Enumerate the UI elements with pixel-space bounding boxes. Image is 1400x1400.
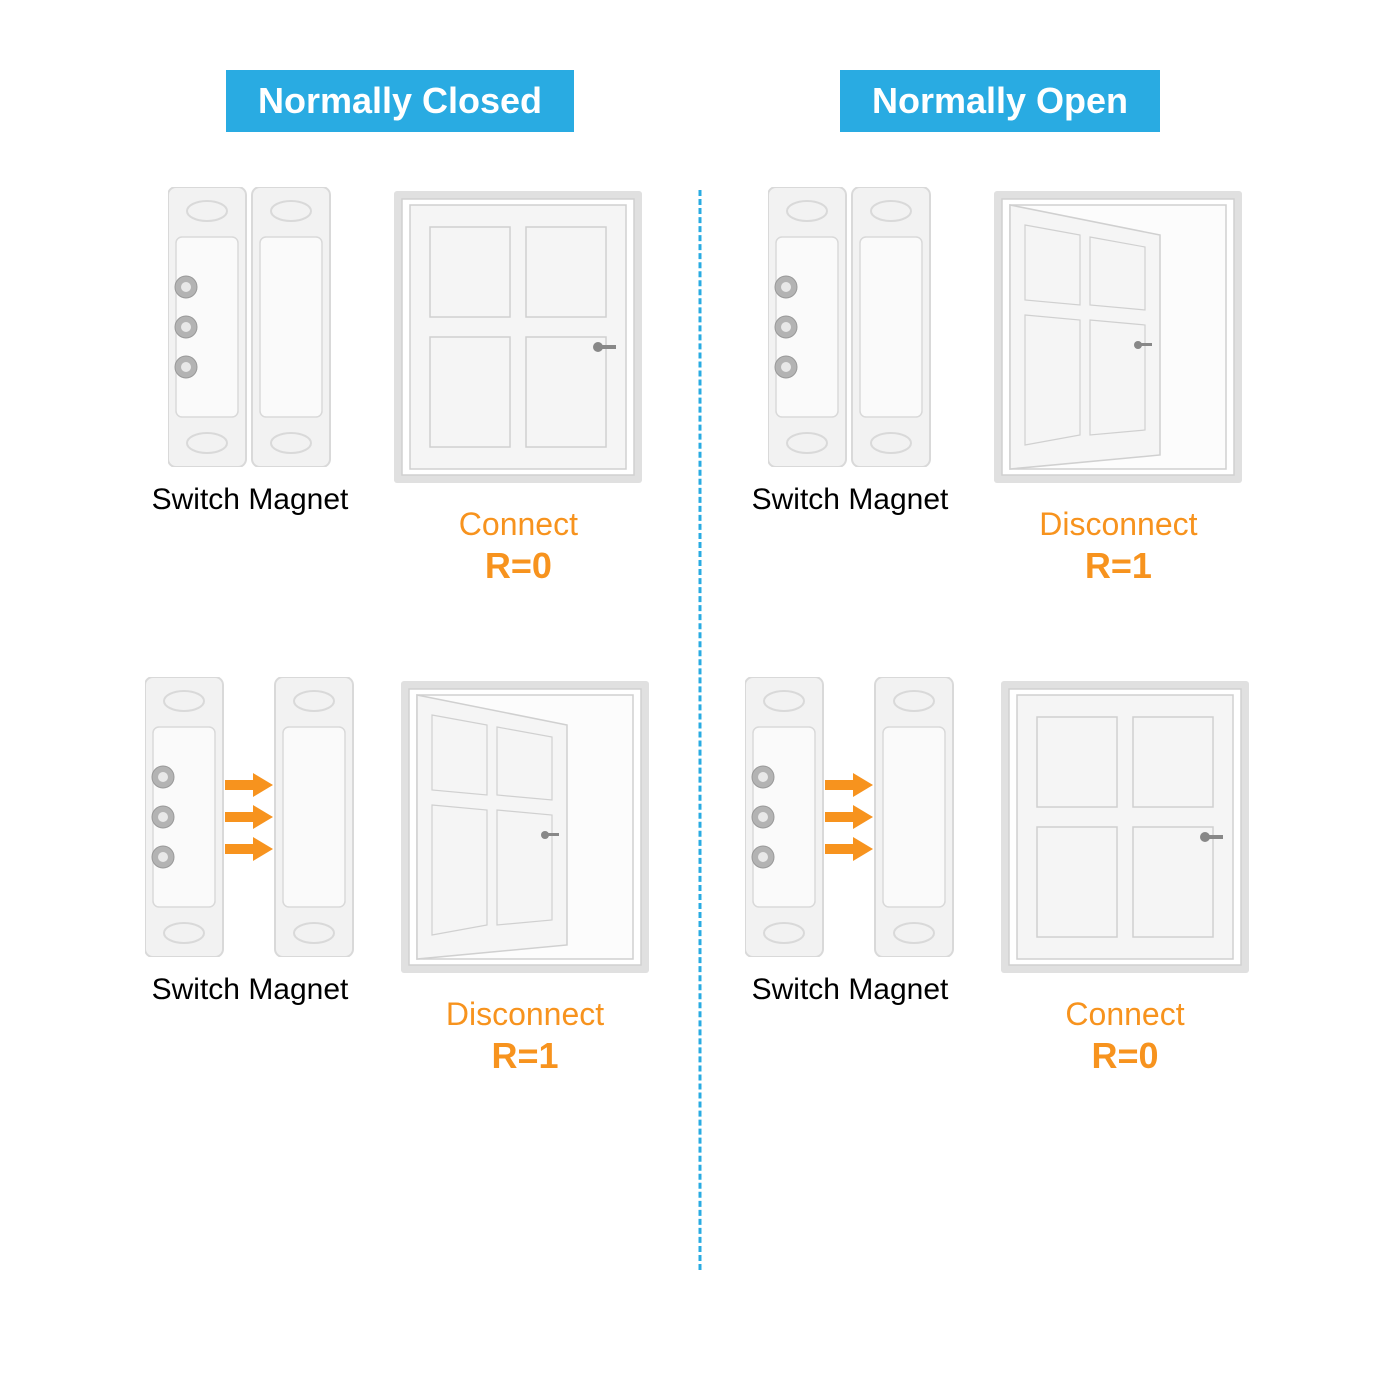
status-label: Connect xyxy=(459,506,578,543)
sensor-pair-together xyxy=(168,187,332,467)
sensor-pair-together xyxy=(768,187,932,467)
right-bottom-row: Switch Magnet Connect R=0 xyxy=(745,677,1255,1077)
left-top-row: Switch Magnet Connect R=0 xyxy=(152,187,649,587)
status-value: R=1 xyxy=(1085,545,1152,587)
sensor-block: Switch Magnet xyxy=(752,187,949,517)
door-closed xyxy=(388,187,648,492)
sensor-label: Switch Magnet xyxy=(152,973,349,1007)
door-closed xyxy=(995,677,1255,982)
left-column: Normally Closed S xyxy=(100,70,700,1330)
sensor-pair-apart xyxy=(745,677,955,957)
door-block: Connect R=0 xyxy=(995,677,1255,1077)
sensor-label: Switch Magnet xyxy=(752,973,949,1007)
sensor-pair-apart xyxy=(145,677,355,957)
status-value: R=0 xyxy=(1091,1035,1158,1077)
right-top-row: Switch Magnet Disconnect R=1 xyxy=(752,187,1249,587)
sensor-block: Switch Magnet xyxy=(145,677,355,1007)
left-header: Normally Closed xyxy=(226,70,574,132)
diagram-container: Normally Closed S xyxy=(100,70,1300,1330)
status-label: Disconnect xyxy=(446,996,604,1033)
door-open xyxy=(988,187,1248,492)
door-block: Disconnect R=1 xyxy=(988,187,1248,587)
right-column: Normally Open Swi xyxy=(700,70,1300,1330)
sensor-label: Switch Magnet xyxy=(752,483,949,517)
door-block: Disconnect R=1 xyxy=(395,677,655,1077)
status-label: Disconnect xyxy=(1039,506,1197,543)
sensor-block: Switch Magnet xyxy=(152,187,349,517)
right-header: Normally Open xyxy=(840,70,1160,132)
sensor-block: Switch Magnet xyxy=(745,677,955,1007)
door-open xyxy=(395,677,655,982)
column-divider xyxy=(699,190,702,1270)
status-value: R=0 xyxy=(485,545,552,587)
status-value: R=1 xyxy=(491,1035,558,1077)
sensor-label: Switch Magnet xyxy=(152,483,349,517)
left-bottom-row: Switch Magnet Disconnect R=1 xyxy=(145,677,655,1077)
status-label: Connect xyxy=(1065,996,1184,1033)
door-block: Connect R=0 xyxy=(388,187,648,587)
